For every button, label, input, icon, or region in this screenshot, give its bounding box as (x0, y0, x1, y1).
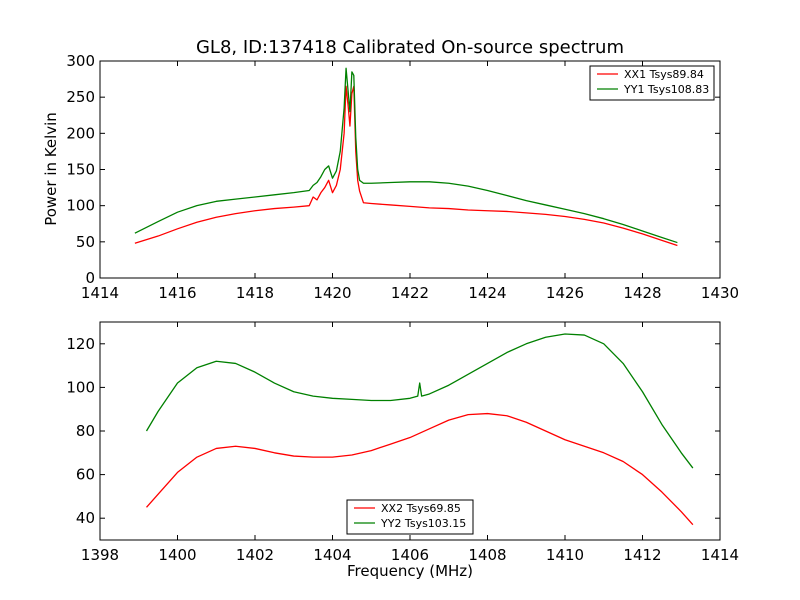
top-chart-xtick-label: 1420 (313, 284, 351, 302)
bottom-chart-ytick-label: 40 (76, 509, 95, 527)
bottom-chart-xtick-label: 1398 (81, 546, 119, 564)
bottom-chart-ytick-label: 80 (76, 422, 95, 440)
top-chart-xtick-label: 1426 (546, 284, 584, 302)
bottom-chart-xlabel: Frequency (MHz) (347, 562, 473, 580)
bottom-chart-ytick-label: 120 (66, 335, 95, 353)
bottom-chart: Frequency (MHz) 1398 1400 1402 1404 1406 1408… (66, 321, 739, 580)
bottom-chart-ytick-label: 60 (76, 466, 95, 484)
bottom-chart-legend-label-xx2: XX2 Tsys69.85 (381, 502, 461, 515)
bottom-chart-legend-box (346, 499, 474, 535)
top-chart-xtick-label: 1424 (468, 284, 506, 302)
bottom-chart-xtick-label: 1404 (313, 546, 351, 564)
top-chart-xtick-label: 1422 (391, 284, 429, 302)
top-chart-ytick-label: 300 (66, 52, 95, 70)
top-chart: GL8, ID:137418 Calibrated On-source spec… (42, 37, 739, 302)
bottom-chart-ytick-label: 100 (66, 378, 95, 396)
top-chart-ytick-label: 250 (66, 88, 95, 106)
bottom-chart-series-line-2 (145, 333, 694, 469)
top-chart-series-line-2 (134, 67, 678, 244)
bottom-chart-legend: XX2 Tsys69.85 YY2 Tsys103.15 (346, 499, 474, 535)
top-chart-legend-box (589, 65, 715, 101)
bottom-chart-xtick-label: 1402 (236, 546, 274, 564)
bottom-chart-xtick-label: 1410 (546, 546, 584, 564)
top-chart-legend: XX1 Tsys89.84 YY1 Tsys108.83 (589, 65, 715, 101)
top-chart-ytick-label: 200 (66, 124, 95, 142)
top-chart-xtick-label: 1416 (158, 284, 196, 302)
bottom-chart-xtick-label: 1400 (158, 546, 196, 564)
top-chart-ytick-label: 50 (76, 233, 95, 251)
top-chart-ytick-label: 150 (66, 161, 95, 179)
top-chart-ticks: 1414 1416 1418 1420 1422 1424 1426 1428 1430 0 50 1… (66, 52, 739, 302)
top-chart-ylabel: Power in Kelvin (42, 112, 60, 226)
top-chart-xtick-label: 1430 (701, 284, 739, 302)
top-chart-legend-label-yy1: YY1 Tsys108.83 (623, 83, 709, 96)
top-chart-xtick-label: 1428 (623, 284, 661, 302)
bottom-chart-xtick-label: 1412 (623, 546, 661, 564)
bottom-chart-legend-label-yy2: YY2 Tsys103.15 (380, 517, 466, 530)
top-chart-frame (99, 60, 721, 279)
top-chart-ytick-label: 0 (85, 269, 95, 287)
top-chart-xtick-label: 1414 (81, 284, 119, 302)
bottom-chart-ticks: 1398 1400 1402 1404 1406 1408 1410 1412 1414 40 60… (66, 322, 739, 564)
top-chart-xtick-label: 1418 (236, 284, 274, 302)
bottom-chart-frame (99, 321, 721, 541)
top-chart-ytick-label: 100 (66, 197, 95, 215)
bottom-chart-xtick-label: 1406 (391, 546, 429, 564)
bottom-chart-xtick-label: 1414 (701, 546, 739, 564)
bottom-chart-series (145, 333, 694, 526)
top-chart-legend-label-xx1: XX1 Tsys89.84 (624, 68, 704, 81)
top-chart-series (134, 67, 678, 247)
bottom-chart-xtick-label: 1408 (468, 546, 506, 564)
top-chart-title: GL8, ID:137418 Calibrated On-source spec… (196, 37, 624, 58)
top-chart-series-line-1 (134, 85, 678, 247)
bottom-chart-series-line-1 (146, 412, 694, 526)
